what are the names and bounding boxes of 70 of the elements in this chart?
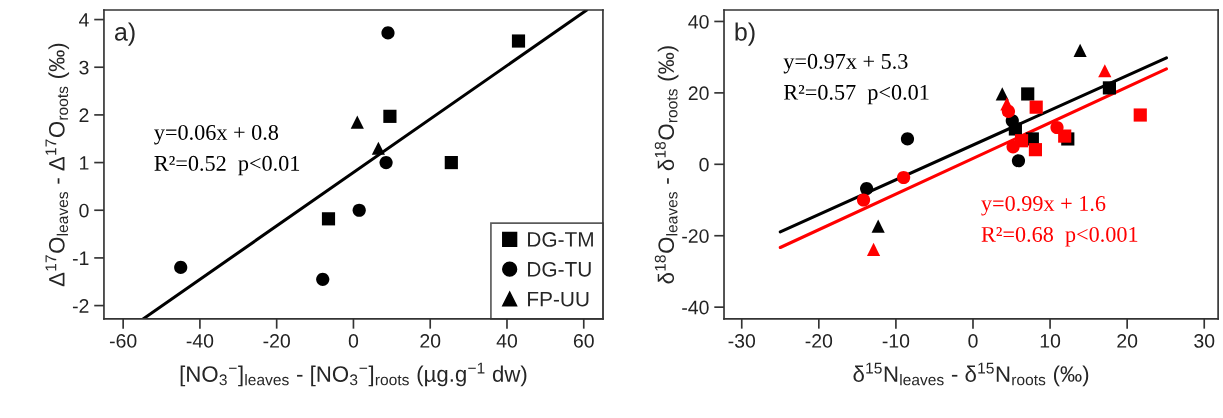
point xyxy=(871,219,885,233)
y-tick-label: 3 xyxy=(79,60,89,75)
y-tick-label: 40 xyxy=(688,14,709,29)
x-tick-label: -40 xyxy=(186,334,214,348)
y-tick-label: -40 xyxy=(682,300,709,315)
point xyxy=(1098,64,1112,78)
y-tick-label: -2 xyxy=(72,299,89,313)
x-tick-label: 20 xyxy=(1117,334,1138,348)
annotation: b) xyxy=(735,22,755,46)
point xyxy=(1073,43,1087,57)
point xyxy=(511,34,526,48)
annotation: a) xyxy=(115,22,135,46)
point xyxy=(860,182,874,196)
text: δ$^{15}$N$_{leaves}$ - δ$^{15}$N$_{roots}$ (‰) xyxy=(853,362,1089,387)
point xyxy=(174,260,188,275)
point xyxy=(866,242,881,256)
y-tick-label: -20 xyxy=(682,229,709,243)
x-tick-label: 0 xyxy=(968,334,978,348)
point xyxy=(1000,97,1014,111)
point xyxy=(1050,120,1064,135)
point xyxy=(856,193,871,207)
text: δ$^{18}$O$_{leaves}$ - δ$^{18}$O$_{roots}$ (‰) xyxy=(654,46,679,284)
annotation: R²=0.68 p<0.001 xyxy=(981,226,1138,247)
point xyxy=(1029,100,1043,114)
point xyxy=(1133,108,1147,122)
x-tick-label: 20 xyxy=(420,334,441,348)
point xyxy=(1028,143,1043,157)
point xyxy=(381,26,395,40)
point xyxy=(352,203,366,217)
x-tick-label: 30 xyxy=(1194,334,1215,348)
point xyxy=(350,115,364,129)
x-tick-label: -60 xyxy=(109,334,137,348)
text: [NO$_{3}$$^{−}$]$_{leaves}$ - [NO$_{3}$$^{−}$]$_{roots}$ (µg.g$^{−1}$ dw) xyxy=(180,362,527,387)
x-tick-label: -10 xyxy=(882,334,910,348)
text: Δ$^{17}$O$_{leaves}$ - Δ$^{17}$O$_{roots}$ (‰) xyxy=(45,43,70,287)
point xyxy=(383,109,397,123)
x-tick-label: -20 xyxy=(805,334,833,348)
x-tick-label: 40 xyxy=(496,334,518,348)
y-tick-label: -1 xyxy=(72,251,89,265)
point xyxy=(900,132,915,146)
x-tick-label: 10 xyxy=(1040,334,1061,348)
annotation: y=0.97x + 5.3 xyxy=(783,53,908,74)
point xyxy=(321,212,336,226)
x-tick-label: 0 xyxy=(348,334,359,348)
y-tick-label: 1 xyxy=(80,156,89,170)
x-tick-label: 60 xyxy=(573,334,594,348)
annotation: y=0.99x + 1.6 xyxy=(981,195,1106,216)
point xyxy=(444,155,458,170)
y-tick-label: 0 xyxy=(699,157,709,172)
point xyxy=(995,87,1009,101)
y-tick-label: 0 xyxy=(79,203,89,218)
annotation: R²=0.52 p<0.01 xyxy=(154,155,300,176)
point xyxy=(371,141,385,155)
point xyxy=(316,272,330,286)
point xyxy=(379,155,393,170)
legend-label: DG-TM xyxy=(528,232,593,247)
y-tick-label: 4 xyxy=(79,13,89,27)
point xyxy=(897,170,911,185)
x-tick-label: -30 xyxy=(728,334,756,348)
legend-label: FP-UU xyxy=(528,291,589,307)
point xyxy=(1006,140,1020,154)
x-tick-label: -20 xyxy=(263,334,290,348)
point xyxy=(1021,87,1035,101)
y-tick-label: 2 xyxy=(79,108,89,122)
point xyxy=(1102,81,1117,95)
annotation: R²=0.57 p<0.01 xyxy=(783,84,929,105)
legend-label: DG-TU xyxy=(528,261,591,277)
annotation: y=0.06x + 0.8 xyxy=(154,124,279,145)
point xyxy=(1011,154,1026,168)
y-tick-label: 20 xyxy=(688,86,709,101)
